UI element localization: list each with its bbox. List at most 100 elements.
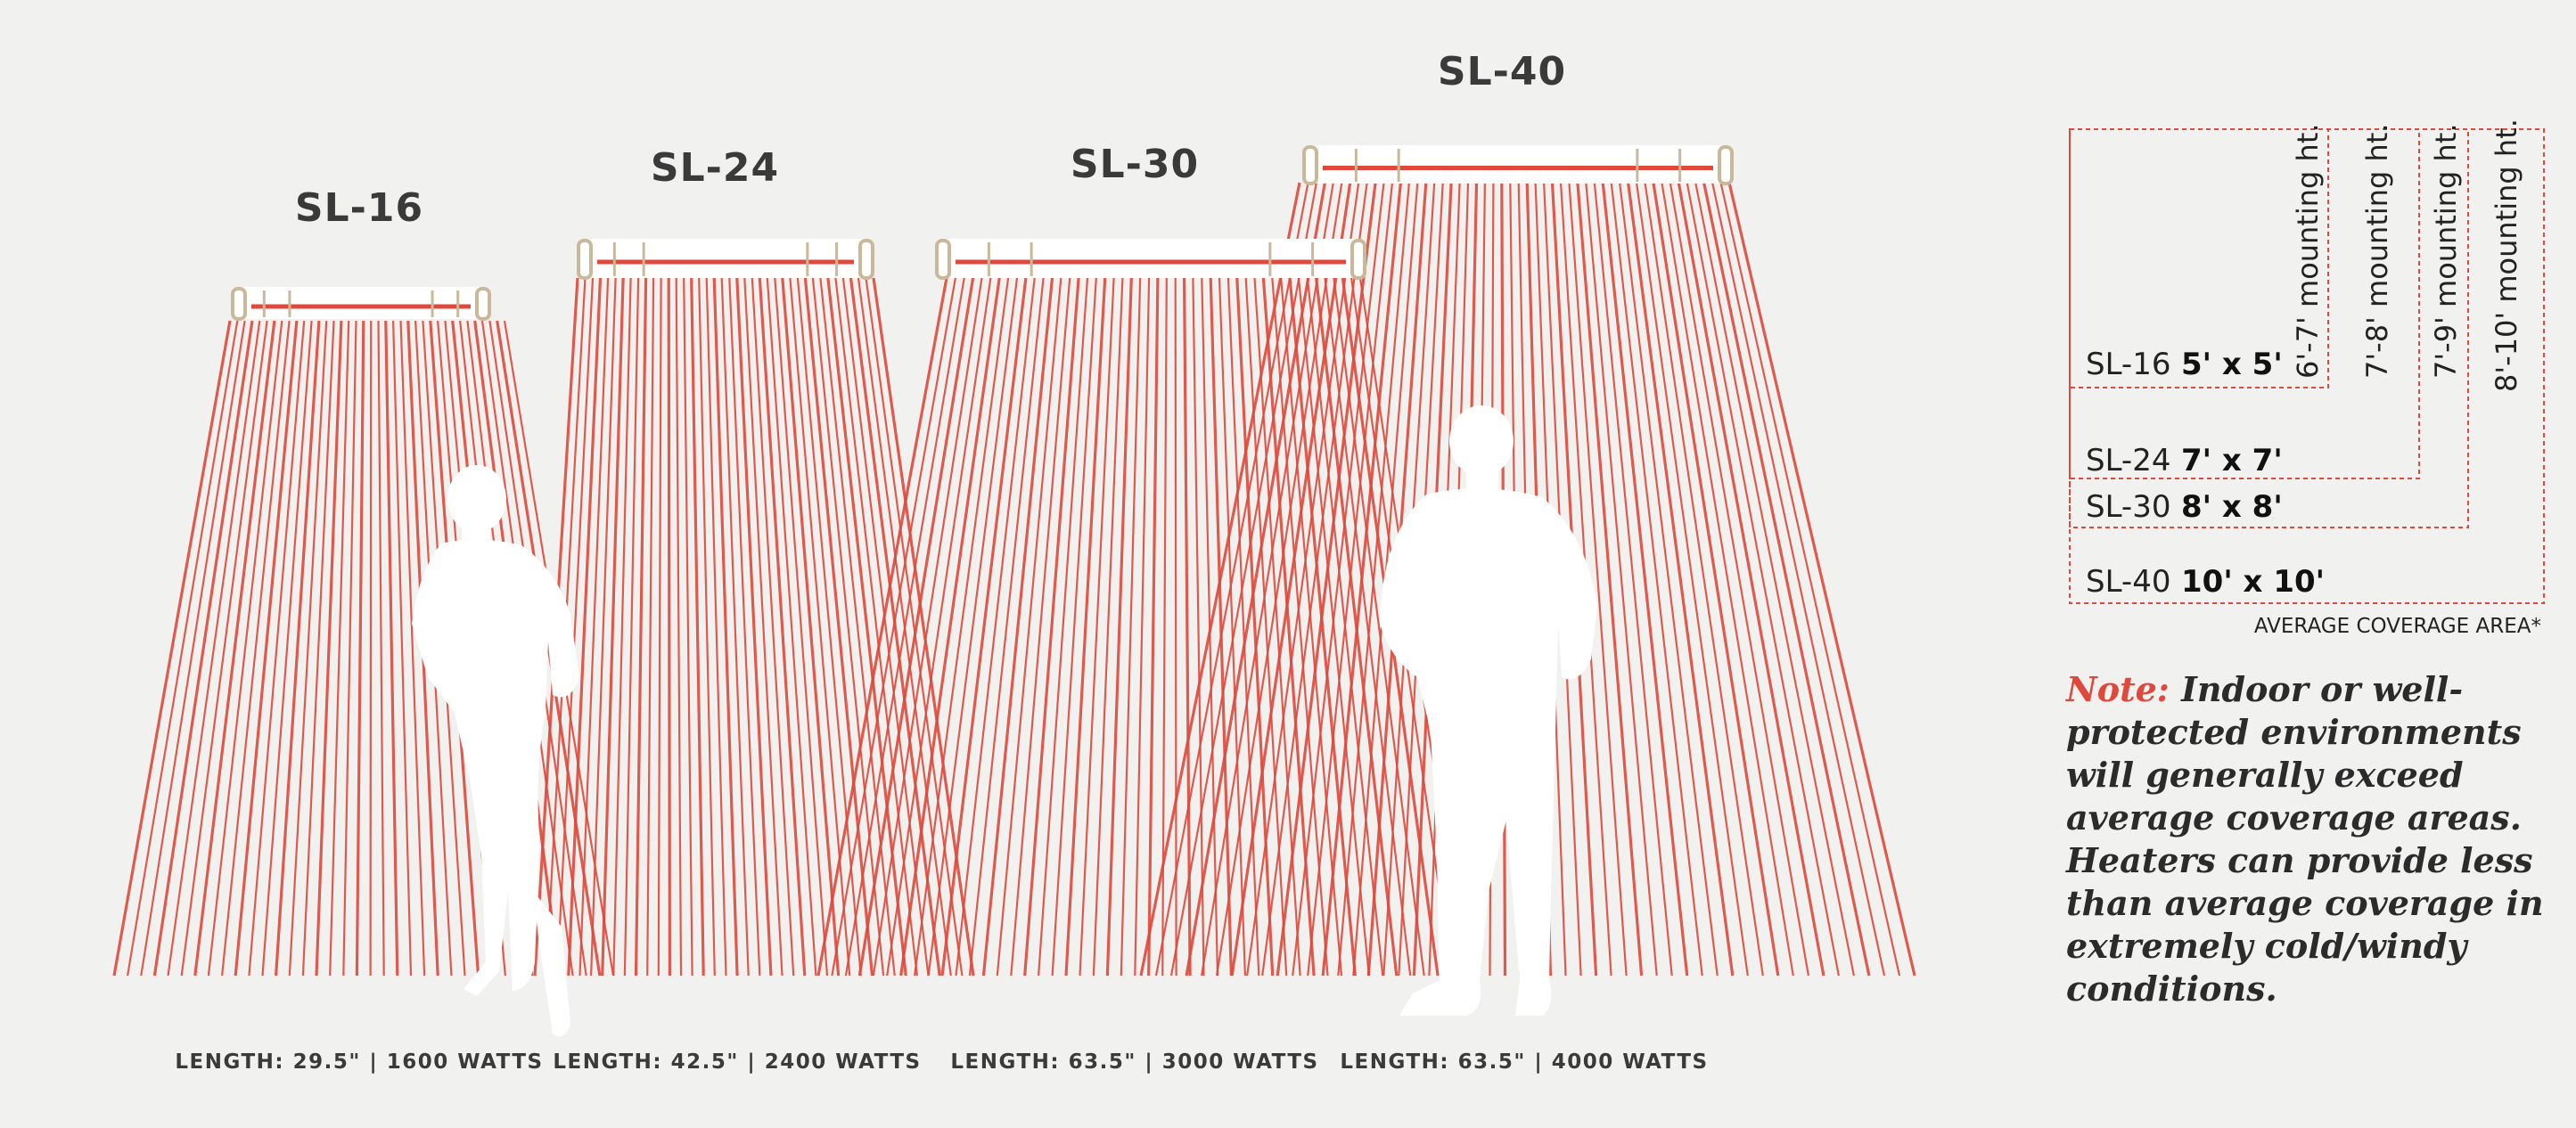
heat-ray [1677,182,1825,977]
heater-spec-sl-30: LENGTH: 63.5" | 3000 WATTS [950,1050,1318,1074]
heat-ray [712,277,739,977]
heat-ray [857,277,975,977]
heater-unit-sl-30 [935,239,1366,280]
heat-ray [1593,182,1673,977]
heat-ray [743,277,783,977]
sl-24-heat-rays [533,277,975,977]
heat-ray [1147,277,1160,977]
heat-ray [1105,277,1133,977]
heat-ray [634,277,648,977]
heat-ray [758,277,807,977]
heat-ray [612,277,632,977]
heat-ray [567,277,603,977]
heater-housing [234,287,488,319]
heat-ray [399,320,426,977]
heat-ray [720,277,750,977]
heat-ray [751,277,795,977]
heat-ray [355,320,365,977]
heat-ray [1669,182,1809,977]
heat-ray [1169,182,1317,977]
heat-ray [796,277,862,977]
heat-ray [127,320,239,977]
heat-ray [996,277,1062,977]
heat-ray [1051,277,1097,977]
heat-ray [384,320,399,977]
heat-ray [766,277,817,977]
heater-title-sl-30: SL-30 [1071,142,1199,187]
legend-area-sl-40: 10' x 10' [2181,564,2325,600]
heat-ray [1216,182,1343,977]
heater-unit-sl-40 [1302,145,1734,185]
legend-height-sl-40: 8'-10' mounting ht. [2490,119,2523,392]
heat-ray [248,320,306,977]
heat-ray [1307,182,1394,977]
heater-units [231,145,1734,321]
heat-ray [1134,277,1151,977]
heat-ray [886,277,992,977]
heat-ray [1686,182,1840,977]
heat-ray [831,277,956,977]
heat-ray [1154,182,1309,977]
heat-ray [981,277,1054,977]
heat-ray [275,320,321,977]
heat-ray [781,277,841,977]
heat-ray [914,277,1010,977]
heat-ray [728,277,761,977]
heat-ray [1064,277,1107,977]
heat-ray [329,320,350,977]
heat-ray [556,277,595,977]
heat-ray [1576,182,1644,977]
heater-title-sl-40: SL-40 [1438,49,1566,94]
sl-30-heat-rays [816,277,1467,977]
heat-ray [844,277,965,977]
heater-end-cap [1718,145,1734,185]
heat-ray [811,277,885,977]
heat-ray [288,320,328,977]
heat-ray [315,320,343,977]
heater-end-cap [577,239,593,280]
heat-ray [1719,182,1901,977]
heat-ray [1271,277,1329,977]
heat-ray [1585,182,1658,977]
heat-ray [112,320,232,977]
heat-ray [221,320,291,977]
heat-ray [1038,277,1089,977]
heat-ray [1023,277,1080,977]
heat-ray [1568,182,1628,977]
heat-ray [690,277,705,977]
heater-title-sl-24: SL-24 [651,145,779,191]
heater-spec-sl-16: LENGTH: 29.5" | 1600 WATTS [175,1050,543,1074]
heat-ray [1292,182,1385,977]
heat-ray [927,277,1019,977]
heat-ray [601,277,625,977]
heat-ray [1276,182,1377,977]
heater-end-cap [231,287,247,321]
heat-ray [1079,277,1115,977]
heat-ray [899,277,1001,977]
note-text: Indoor or well-protected environments wi… [2066,669,2544,1009]
heat-ray [578,277,610,977]
heat-ray [1209,277,1233,977]
heat-ray [819,277,896,977]
heat-ray [872,277,983,977]
heat-ray [1610,182,1703,977]
heat-ray [1280,277,1343,977]
heat-ray [1702,182,1871,977]
heater-unit-sl-16 [231,287,491,321]
heat-ray [816,277,948,977]
heat-ray [803,277,874,977]
legend-area-sl-16: 5' x 5' [2181,347,2283,382]
heat-ray [1644,182,1764,977]
heat-ray [1218,277,1246,977]
heat-ray [207,320,283,977]
legend-height-sl-16: 6'-7' mounting ht. [2291,123,2325,379]
heat-ray [590,277,617,977]
heat-ray [735,277,773,977]
heat-ray [1246,182,1360,977]
heat-ray [1711,182,1886,977]
legend-area-sl-24: 7' x 7' [2181,443,2283,478]
heater-housing [1305,145,1731,184]
heat-ray [1183,277,1192,977]
heat-ray [1201,182,1334,977]
person-silhouette-right [1380,405,1597,1016]
